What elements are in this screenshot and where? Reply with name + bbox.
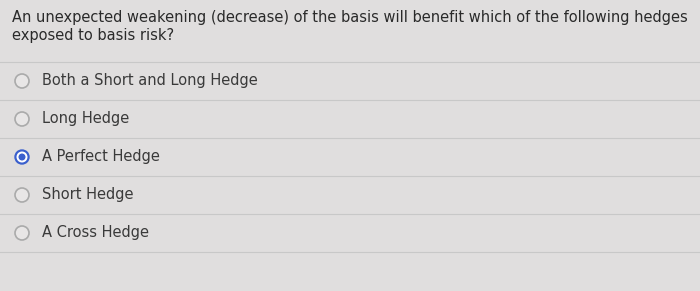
Circle shape <box>15 74 29 88</box>
Text: Both a Short and Long Hedge: Both a Short and Long Hedge <box>42 74 258 88</box>
Text: A Perfect Hedge: A Perfect Hedge <box>42 150 160 164</box>
Circle shape <box>19 154 24 160</box>
Circle shape <box>15 112 29 126</box>
Text: exposed to basis risk?: exposed to basis risk? <box>12 28 174 43</box>
Text: A Cross Hedge: A Cross Hedge <box>42 226 149 240</box>
Text: An unexpected weakening (decrease) of the basis will benefit which of the follow: An unexpected weakening (decrease) of th… <box>12 10 687 25</box>
Circle shape <box>15 226 29 240</box>
Circle shape <box>18 152 27 162</box>
Text: Short Hedge: Short Hedge <box>42 187 134 203</box>
Text: Long Hedge: Long Hedge <box>42 111 130 127</box>
Circle shape <box>15 188 29 202</box>
Circle shape <box>15 150 29 164</box>
